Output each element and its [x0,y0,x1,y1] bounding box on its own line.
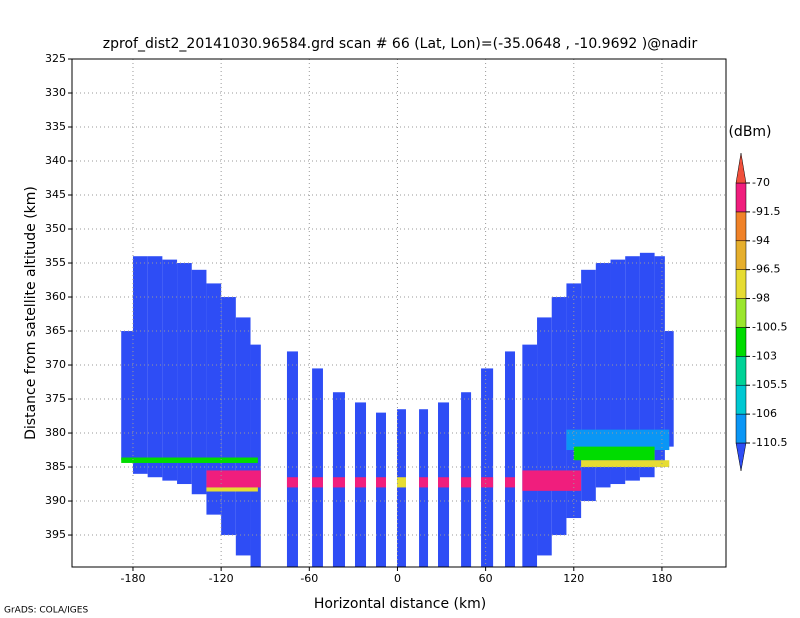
echo-cell [191,269,207,495]
echo-cell [438,477,450,488]
y-tick-label: 370 [45,358,66,371]
echo-cell [376,477,386,488]
colorbar-box [735,356,747,386]
echo-cell [505,351,516,567]
echo-cell [376,412,386,567]
echo-cell [522,344,538,567]
colorbar-box [735,384,747,415]
colorbar-box [735,413,747,444]
y-tick-label: 325 [45,52,66,65]
echo-cell [286,351,298,567]
colorbar-box [735,182,747,213]
echo-cell [654,256,665,468]
x-axis-label: Horizontal distance (km) [314,596,486,612]
echo-cell [286,477,298,488]
y-tick-label: 365 [45,324,66,337]
echo-cell [610,259,626,485]
echo-cell [397,477,406,488]
echo-cell [354,477,367,488]
y-tick-label: 380 [45,426,66,439]
colorbar-box [735,211,747,242]
y-tick-label: 350 [45,222,66,235]
footer: GrADS: COLA/IGES [4,606,88,616]
colorbar-box [735,240,747,270]
x-tick-label: -120 [209,572,234,585]
y-tick-label: 395 [45,528,66,541]
x-tick-label: -180 [120,572,145,585]
x-tick-label: 120 [563,572,584,585]
echo-cell [664,331,674,447]
colorbar-label: -105.5 [752,378,787,391]
y-axis-label: Distance from satellite altitude (km) [23,186,39,440]
y-tick-label: 385 [45,460,66,473]
echo-cell [312,477,323,488]
y-tick-label: 355 [45,256,66,269]
y-tick-label: 390 [45,494,66,507]
x-tick-label: 180 [651,572,672,585]
echo-cell [419,477,429,488]
colorbar-high [735,152,747,184]
echo-cell [206,487,258,492]
echo-cell [121,331,133,461]
echo-cell [537,317,552,556]
y-tick-label: 360 [45,290,66,303]
echo-cell [461,477,472,488]
colorbar-label: -70 [752,176,770,189]
echo-cell [639,252,655,478]
y-tick-label: 330 [45,86,66,99]
colorbar-box [735,269,747,299]
echo-cell [312,368,323,567]
colorbar-label: -100.5 [752,320,787,333]
x-tick-label: -60 [300,572,318,585]
colorbar-label: -96.5 [752,263,780,276]
chart-title: zprof_dist2_20141030.96584.grd scan # 66… [103,36,698,52]
echo-cell [177,263,192,485]
echo-cell [206,283,222,515]
plot-frame [71,58,727,568]
echo-cell [235,317,251,556]
colorbar-low [735,442,747,472]
echo-cell [481,368,494,567]
y-tick-label: 335 [45,120,66,133]
colorbar-label: -110.5 [752,436,787,449]
colorbar-label: (dBm) [728,124,771,140]
colorbar-label: -91.5 [752,205,780,218]
echo-cell [147,256,163,478]
colorbar-label: -106 [752,407,777,420]
x-tick-label: 60 [479,572,493,585]
colorbar-label: -103 [752,349,777,362]
colorbar-box [735,327,747,357]
echo-cell [573,446,655,461]
echo-cell [419,409,429,567]
y-tick-label: 345 [45,188,66,201]
echo-cell [625,256,640,481]
y-tick-label: 340 [45,154,66,167]
echo-cell [481,477,494,488]
colorbar-label: -98 [752,292,770,305]
echo-cell [566,429,670,451]
echo-cell [250,344,261,567]
echo-cell [206,470,261,488]
echo-cell [522,470,582,491]
echo-cell [121,457,258,463]
x-tick-label: 0 [394,572,401,585]
echo-cell [332,477,346,488]
echo-cell [162,259,178,481]
colorbar-box [735,298,747,328]
echo-cell [221,297,236,536]
colorbar-label: -94 [752,234,770,247]
y-tick-label: 375 [45,392,66,405]
echo-cell [397,409,406,567]
echo-cell [551,297,567,536]
echo-cell [581,460,670,468]
echo-cell [505,477,516,488]
